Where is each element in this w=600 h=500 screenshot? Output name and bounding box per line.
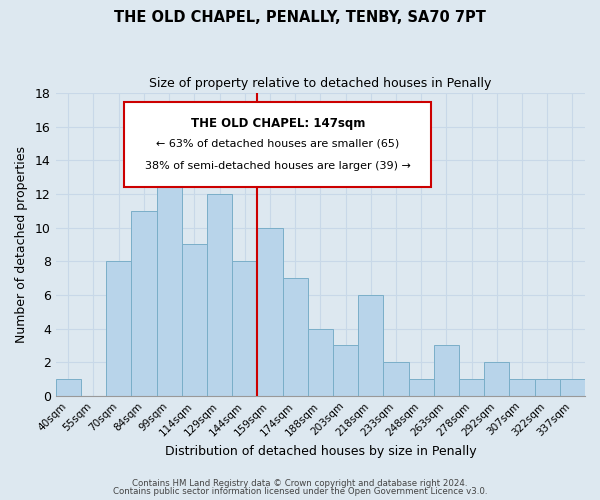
Bar xyxy=(182,244,207,396)
Text: Contains HM Land Registry data © Crown copyright and database right 2024.: Contains HM Land Registry data © Crown c… xyxy=(132,478,468,488)
Text: 38% of semi-detached houses are larger (39) →: 38% of semi-detached houses are larger (… xyxy=(145,161,411,171)
Bar xyxy=(333,346,358,396)
X-axis label: Distribution of detached houses by size in Penally: Distribution of detached houses by size … xyxy=(164,444,476,458)
Bar xyxy=(535,379,560,396)
Bar xyxy=(509,379,535,396)
Bar xyxy=(459,379,484,396)
Bar xyxy=(409,379,434,396)
Bar xyxy=(308,328,333,396)
Title: Size of property relative to detached houses in Penally: Size of property relative to detached ho… xyxy=(149,78,491,90)
Bar xyxy=(131,211,157,396)
FancyBboxPatch shape xyxy=(124,102,431,187)
Bar xyxy=(207,194,232,396)
Bar xyxy=(434,346,459,396)
Y-axis label: Number of detached properties: Number of detached properties xyxy=(15,146,28,343)
Bar xyxy=(283,278,308,396)
Text: THE OLD CHAPEL: 147sqm: THE OLD CHAPEL: 147sqm xyxy=(191,118,365,130)
Text: ← 63% of detached houses are smaller (65): ← 63% of detached houses are smaller (65… xyxy=(157,138,400,148)
Bar xyxy=(358,295,383,396)
Bar xyxy=(106,262,131,396)
Bar xyxy=(232,262,257,396)
Text: Contains public sector information licensed under the Open Government Licence v3: Contains public sector information licen… xyxy=(113,487,487,496)
Bar xyxy=(383,362,409,396)
Text: THE OLD CHAPEL, PENALLY, TENBY, SA70 7PT: THE OLD CHAPEL, PENALLY, TENBY, SA70 7PT xyxy=(114,10,486,25)
Bar xyxy=(56,379,81,396)
Bar xyxy=(257,228,283,396)
Bar xyxy=(560,379,585,396)
Bar xyxy=(484,362,509,396)
Bar xyxy=(157,160,182,396)
